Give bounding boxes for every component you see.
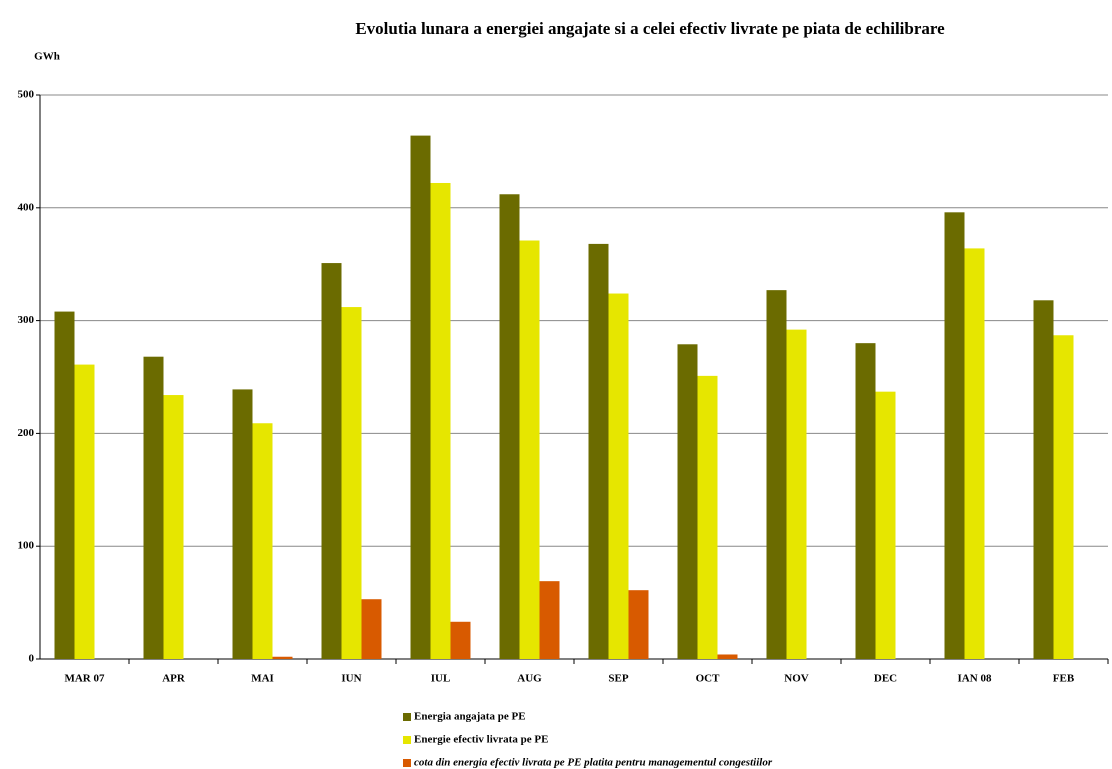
y-tick-label: 500 [18,89,35,101]
y-tick-label: 300 [18,314,35,326]
legend-label: Energie efectiv livrata pe PE [414,734,548,746]
bar [499,194,520,659]
legend-label: cota din energia efectiv livrata pe PE p… [414,757,773,769]
bar [519,240,540,659]
bar [964,248,985,659]
bar [450,621,471,659]
bar [341,307,362,659]
bar [410,135,431,659]
x-tick-label: SEP [608,673,628,685]
bar [163,395,184,659]
bar [875,391,896,659]
x-tick-label: FEB [1053,673,1075,685]
bar [677,344,698,659]
bar [608,293,629,659]
x-tick-label: DEC [874,673,897,685]
x-tick-label: MAR 07 [64,673,105,685]
bar [944,212,965,659]
x-tick-label: NOV [784,673,809,685]
bar [588,243,609,659]
bar [1053,335,1074,659]
legend-label: Energia angajata pe PE [414,711,526,723]
y-tick-label: 0 [29,653,35,665]
x-tick-label: AUG [517,673,542,685]
x-tick-label: IUN [341,673,361,685]
bar [232,389,253,659]
bar [430,182,451,659]
x-tick-label: APR [162,673,186,685]
bar [855,343,876,659]
bar [361,599,382,659]
legend-swatch [403,736,411,744]
bar [74,364,95,659]
bar [143,356,164,659]
bar [539,581,560,659]
bar [1033,300,1054,659]
y-tick-label: 200 [18,427,35,439]
y-tick-label: 400 [18,201,35,213]
bar [54,311,75,659]
legend-swatch [403,713,411,721]
x-tick-label: MAI [251,673,274,685]
y-axis-label: GWh [34,51,60,63]
x-tick-label: OCT [696,673,721,685]
bar [321,263,342,659]
bar [272,656,293,659]
chart-title: Evolutia lunara a energiei angajate si a… [355,19,945,38]
bar [697,375,718,659]
x-tick-label: IAN 08 [958,673,992,685]
legend-swatch [403,759,411,767]
bar [252,423,273,659]
bar [717,654,738,659]
bar [766,290,787,659]
y-tick-label: 100 [18,540,35,552]
x-tick-label: IUL [431,673,451,685]
bar [628,590,649,659]
bar [786,329,807,659]
